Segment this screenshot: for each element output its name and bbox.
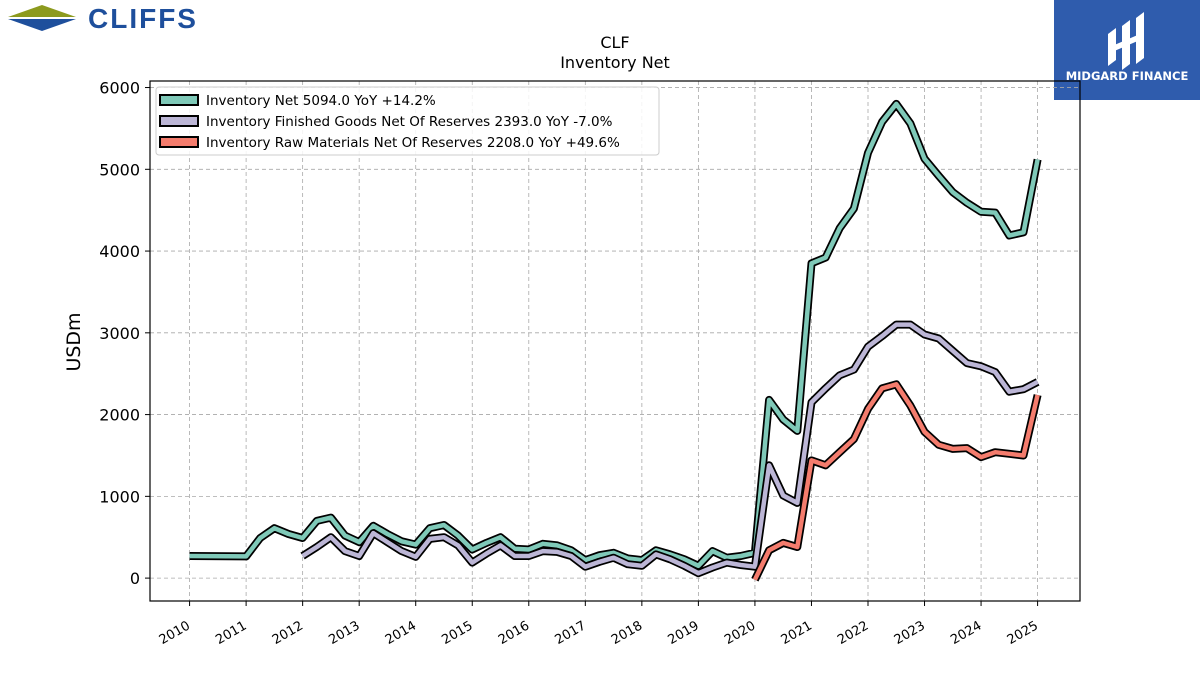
y-axis-label: USDm <box>63 312 85 371</box>
legend-label-1: Inventory Finished Goods Net Of Reserves… <box>206 114 613 130</box>
y-tick-label: 0 <box>130 569 140 588</box>
legend: Inventory Net 5094.0 YoY +14.2% Inventory… <box>155 86 660 156</box>
y-tick-label: 5000 <box>99 160 140 179</box>
series-line-0 <box>189 101 1040 569</box>
x-tick-label: 2021 <box>779 618 815 648</box>
x-tick-label: 2011 <box>213 618 249 648</box>
y-tick-label: 3000 <box>99 324 140 343</box>
chart-subtitle: Inventory Net <box>560 53 670 72</box>
x-tick-label: 2012 <box>270 618 306 648</box>
cliffs-logo-text: CLIFFS <box>88 3 198 34</box>
x-tick-label: 2024 <box>948 618 984 648</box>
legend-label-0: Inventory Net 5094.0 YoY +14.2% <box>206 93 436 109</box>
legend-swatch-1 <box>159 115 199 127</box>
plot-frame <box>149 80 1081 602</box>
legend-box <box>155 86 660 156</box>
legend-swatch-0 <box>159 94 199 106</box>
cliffs-logo-mark-bottom <box>8 19 76 31</box>
legend-swatch-2 <box>159 136 199 148</box>
x-tick-label: 2018 <box>609 618 645 648</box>
y-axis-ticks: 0 1000 2000 3000 4000 5000 6000 <box>99 79 150 588</box>
x-tick-label: 2017 <box>552 618 588 648</box>
series-line-1 <box>301 322 1039 576</box>
midgard-m-icon <box>1108 12 1144 70</box>
cliffs-logo: CLIFFS <box>8 3 198 34</box>
series-lines <box>189 99 1042 582</box>
y-tick-label: 6000 <box>99 79 140 98</box>
x-tick-label: 2019 <box>666 618 702 648</box>
chart-title: CLF <box>600 33 629 52</box>
midgard-logo-text: MIDGARD FINANCE <box>1066 69 1189 83</box>
x-tick-label: 2025 <box>1005 618 1041 648</box>
x-tick-label: 2015 <box>439 618 475 648</box>
x-tick-label: 2016 <box>496 618 532 648</box>
series-outline-1 <box>300 320 1040 578</box>
legend-label-2: Inventory Raw Materials Net Of Reserves … <box>206 135 620 151</box>
y-tick-label: 2000 <box>99 406 140 425</box>
y-tick-label: 1000 <box>99 487 140 506</box>
x-tick-label: 2020 <box>722 618 758 648</box>
y-tick-label: 4000 <box>99 242 140 261</box>
x-tick-label: 2014 <box>383 618 419 648</box>
cliffs-logo-mark-top <box>8 5 76 17</box>
series-line-2 <box>752 382 1040 581</box>
x-axis-ticks: 2010 2011 2012 2013 2014 2015 2016 2017 2018 2019… <box>157 601 1041 648</box>
x-tick-label: 2022 <box>835 618 871 648</box>
x-tick-label: 2010 <box>157 618 193 648</box>
x-tick-label: 2013 <box>326 618 362 648</box>
x-tick-label: 2023 <box>892 618 928 648</box>
midgard-finance-logo: MIDGARD FINANCE <box>1054 0 1200 100</box>
